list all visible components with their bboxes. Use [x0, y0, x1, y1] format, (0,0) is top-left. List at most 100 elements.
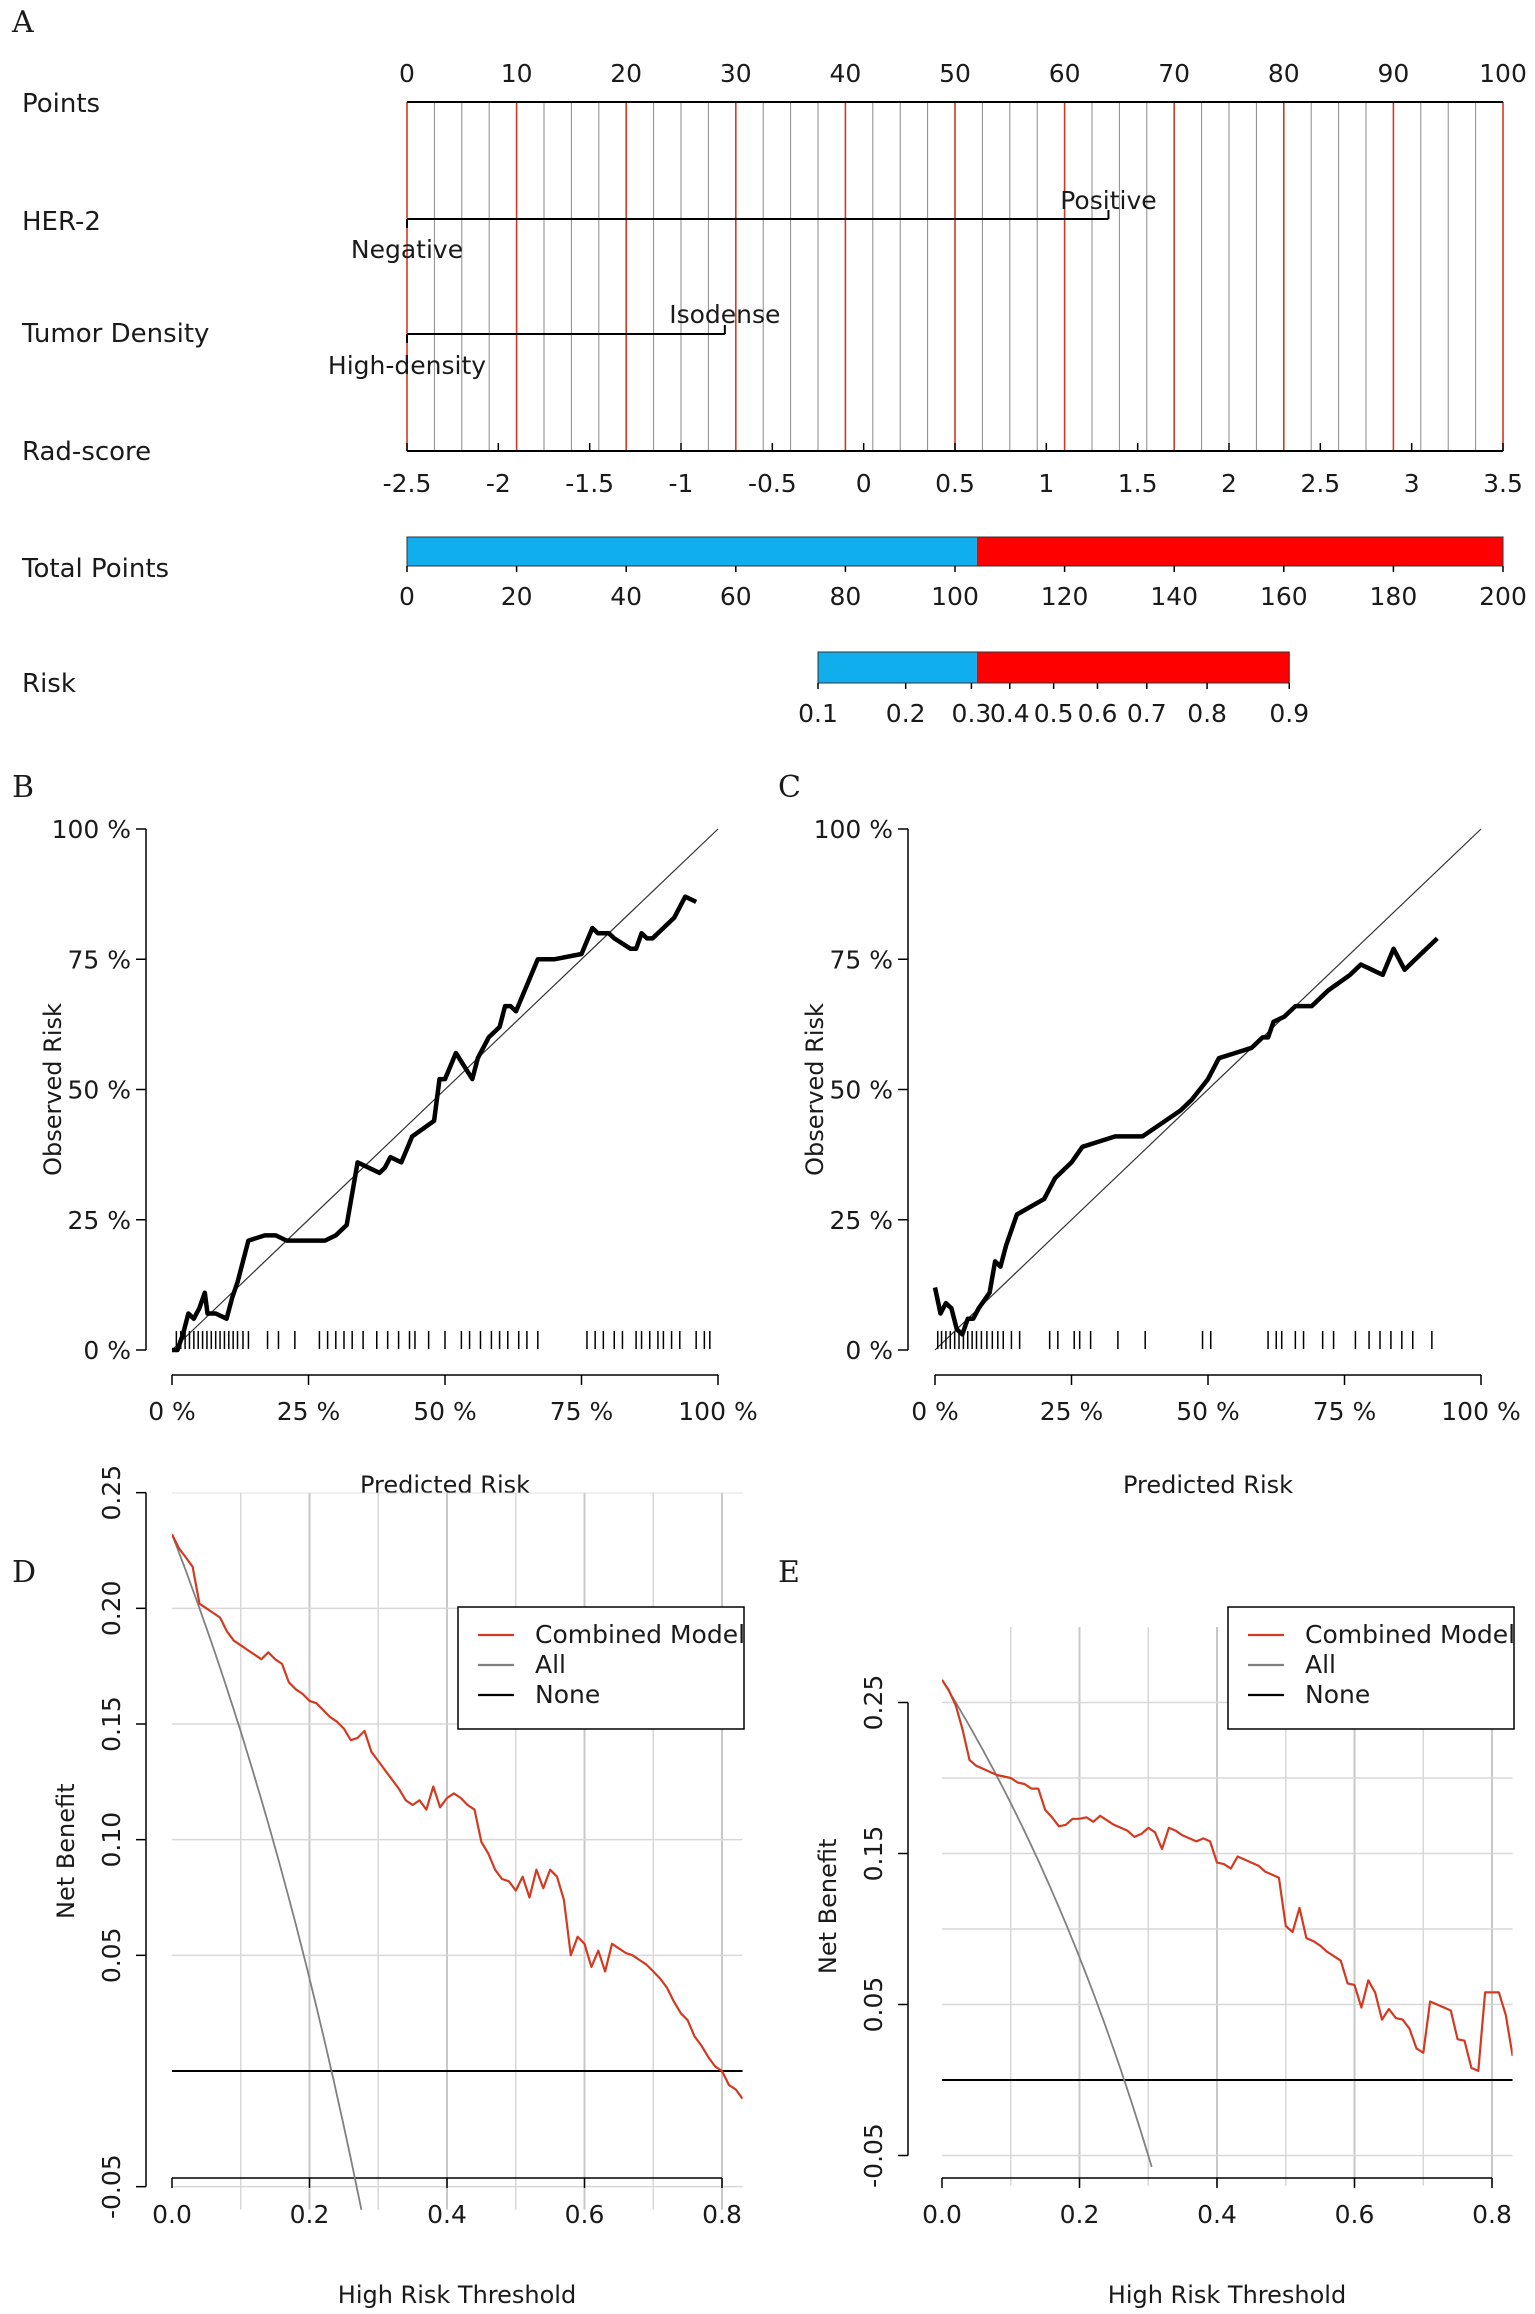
y-tick-label: 0.10 — [97, 1812, 126, 1868]
points-tick-label: 40 — [829, 59, 861, 88]
points-tick-label: 50 — [939, 59, 971, 88]
rad-score-tick-label: -2.5 — [383, 469, 432, 498]
curves — [172, 1533, 743, 2210]
y-tick-label: 0.05 — [97, 1927, 126, 1983]
nomogram-row-her2: HER-2 — [22, 207, 101, 237]
combined-model-curve — [942, 1679, 1513, 2072]
all-curve — [172, 1533, 363, 2210]
total-points-tick-label: 120 — [1041, 582, 1089, 611]
x-tick-label: 0.0 — [152, 2200, 192, 2229]
y-axis-title: Observed Risk — [39, 1003, 67, 1176]
total-points-tick-label: 60 — [720, 582, 752, 611]
y-tick-label: 0.25 — [97, 1465, 126, 1521]
risk-tick-label: 0.6 — [1078, 699, 1118, 728]
y-tick-label: 50 % — [829, 1076, 893, 1105]
risk-tick-label: 0.9 — [1269, 699, 1309, 728]
all-curve — [942, 1679, 1153, 2168]
y-tick-label: 75 % — [67, 945, 131, 974]
total-points-tick-label: 100 — [931, 582, 979, 611]
calibration-curve — [932, 936, 1439, 1337]
y-tick-label: 75 % — [829, 945, 893, 974]
panel-label-d: D — [12, 1555, 36, 1590]
legend-label: Combined Model — [535, 1620, 745, 1649]
rad-score-tick-label: 1 — [1038, 469, 1054, 498]
rad-score-tick-label: 3.5 — [1483, 469, 1523, 498]
x-tick-label: 0.2 — [1060, 2200, 1100, 2229]
nomogram-row-risk: Risk — [22, 669, 76, 699]
combined-model-curve — [172, 1533, 743, 2100]
nomogram-row-total-points: Total Points — [21, 554, 169, 584]
points-tick-label: 70 — [1158, 59, 1190, 88]
points-tick-label: 0 — [399, 59, 415, 88]
total-points-tick-label: 200 — [1479, 582, 1527, 611]
total-points-bar-low — [407, 537, 977, 566]
legend-box — [1227, 1606, 1515, 1730]
rad-score-tick-label: -2 — [486, 469, 511, 498]
y-tick-label: 25 % — [829, 1206, 893, 1235]
x-tick-label: 25 % — [277, 1397, 341, 1426]
total-points-tick-label: 0 — [399, 582, 415, 611]
density-level-label: Isodense — [669, 300, 780, 329]
density-level-label: High-density — [328, 351, 486, 380]
y-tick-label: 0.25 — [859, 1675, 888, 1731]
points-tick-label: 90 — [1377, 59, 1409, 88]
her2-scale: Negative Positive — [351, 186, 1157, 264]
x-tick-label: 0.4 — [427, 2200, 467, 2229]
legend-label: All — [1305, 1650, 1336, 1679]
rad-score-scale: -2.5 -2 -1.5 -1 -0.5 0 0.5 1 1.5 2 2.5 3 3.5 — [383, 443, 1523, 498]
risk-bar-high — [976, 652, 1290, 683]
rad-score-tick-label: 2.5 — [1300, 469, 1340, 498]
y-tick-label: 50 % — [67, 1076, 131, 1105]
total-points-bar-high — [976, 537, 1503, 566]
x-tick-label: 50 % — [1176, 1397, 1240, 1426]
points-scale: 0 10 20 30 40 50 60 70 80 90 100 — [399, 59, 1527, 103]
x-axis-title: Predicted Risk — [1123, 1471, 1293, 1499]
y-tick-label: 0.05 — [859, 1977, 888, 2033]
risk-tick-label: 0.1 — [798, 699, 838, 728]
panel-label-c: C — [778, 770, 801, 805]
y-tick-label: 0 % — [845, 1336, 893, 1365]
her2-level-label: Positive — [1060, 186, 1156, 215]
x-tick-label: 100 % — [678, 1397, 757, 1426]
x-tick-label: 0.6 — [1335, 2200, 1375, 2229]
y-tick-label: 25 % — [67, 1206, 131, 1235]
her2-level-label: Negative — [351, 235, 463, 264]
nomogram-row-rad-score: Rad-score — [22, 437, 151, 467]
x-tick-label: 75 % — [550, 1397, 614, 1426]
total-points-tick-label: 40 — [610, 582, 642, 611]
points-tick-label: 60 — [1049, 59, 1081, 88]
risk-bar-low — [818, 652, 977, 683]
legend-label: None — [1305, 1680, 1370, 1709]
y-tick-label: 100 % — [814, 815, 893, 844]
total-points-tick-label: 80 — [829, 582, 861, 611]
ideal-line — [934, 828, 1482, 1351]
points-tick-label: 30 — [720, 59, 752, 88]
density-scale: High-density Isodense — [328, 300, 781, 380]
nomogram-gridlines — [406, 102, 1504, 451]
risk-tick-label: 0.4 — [990, 699, 1030, 728]
rad-score-tick-label: -1 — [669, 469, 694, 498]
risk-tick-label: 0.3 — [952, 699, 992, 728]
risk-tick-label: 0.5 — [1034, 699, 1074, 728]
decision-curve-d: D -0.05 0.05 0.10 0.15 0.20 0.25 0.0 0.2 0.4 0.6 0… — [12, 1465, 745, 2309]
y-tick-label: 0.15 — [859, 1826, 888, 1882]
risk-scale: 0.1 0.2 0.30.4 0.5 0.6 0.7 0.8 0.9 — [798, 651, 1309, 728]
curves — [942, 1679, 1513, 2168]
rad-score-tick-label: 0 — [856, 469, 872, 498]
x-axis-title: High Risk Threshold — [1108, 2281, 1346, 2309]
calibration-plot-b: B 0 % 25 % 50 % 75 % 100 % 0 % 25 % 50 % 75 % 100… — [12, 770, 758, 1499]
points-tick-label: 10 — [501, 59, 533, 88]
x-tick-label: 0.8 — [1472, 2200, 1512, 2229]
rad-score-tick-label: -0.5 — [748, 469, 797, 498]
x-tick-label: 0.4 — [1197, 2200, 1237, 2229]
risk-tick-label: 0.7 — [1127, 699, 1167, 728]
rad-score-tick-label: -1.5 — [565, 469, 614, 498]
y-tick-label: 0.15 — [97, 1696, 126, 1752]
y-tick-label: -0.05 — [859, 2123, 888, 2188]
rad-score-tick-label: 0.5 — [935, 469, 975, 498]
y-tick-label: 0.20 — [97, 1580, 126, 1636]
y-axis-title: Net Benefit — [814, 1839, 842, 1975]
rad-score-tick-label: 1.5 — [1118, 469, 1158, 498]
x-tick-label: 0 % — [148, 1397, 196, 1426]
